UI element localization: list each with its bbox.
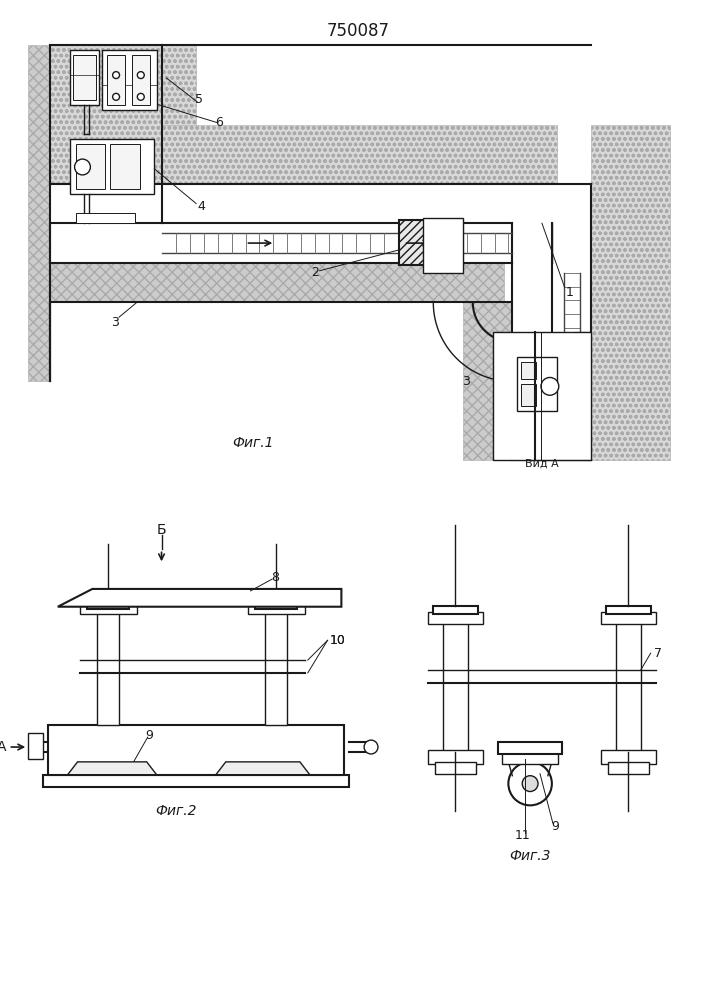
Bar [79,604,137,614]
Text: 750087: 750087 [327,22,390,40]
Bar [503,752,558,764]
Circle shape [137,72,144,79]
Text: 10: 10 [329,634,346,647]
Text: 10: 10 [329,634,346,647]
Bar [608,762,649,774]
Bar [69,50,99,105]
Bar [48,725,344,775]
Polygon shape [216,762,310,775]
Bar [591,125,670,460]
Bar [76,144,105,189]
Polygon shape [68,762,156,775]
Text: Фиг.2: Фиг.2 [156,804,197,818]
Text: Фиг.1: Фиг.1 [233,436,274,450]
Text: 5: 5 [195,93,203,106]
Circle shape [74,159,90,175]
Text: 3: 3 [462,375,470,388]
Bar [443,614,468,752]
Circle shape [508,762,552,805]
Circle shape [112,93,119,100]
Bar [161,125,557,184]
Bar [132,55,150,105]
Bar [43,775,349,787]
Bar [73,55,96,100]
Circle shape [522,776,538,792]
Bar [493,332,510,460]
Bar [247,604,305,614]
Bar [110,144,140,189]
Bar [521,384,536,406]
Bar [428,750,483,764]
Bar [423,218,463,273]
Text: Вид A: Вид A [525,458,559,468]
Bar [103,50,156,110]
Bar [399,220,463,265]
Bar [601,612,655,624]
Bar [606,606,650,614]
Text: 6: 6 [215,116,223,129]
Bar [616,614,641,752]
Circle shape [112,72,119,79]
Bar [265,607,287,725]
Text: 3: 3 [111,316,119,329]
Text: 9: 9 [551,820,559,833]
Text: Б: Б [157,523,166,537]
Text: Фиг.3: Фиг.3 [509,849,551,863]
Polygon shape [58,589,341,607]
Circle shape [541,377,559,395]
Text: 1: 1 [566,286,573,299]
Bar [88,601,129,609]
Text: 2: 2 [311,266,319,279]
Bar [518,357,557,411]
Bar [69,139,153,194]
Bar [463,302,513,460]
Bar [28,45,50,381]
Bar [28,733,43,759]
Text: 8: 8 [271,571,279,584]
Bar [76,213,135,223]
Bar [498,742,562,754]
Bar [493,332,591,460]
Bar [98,607,119,725]
Circle shape [137,93,144,100]
Circle shape [364,740,378,754]
Text: 7: 7 [654,647,662,660]
Text: А: А [0,740,6,754]
Bar [50,263,504,302]
Bar [601,750,655,764]
Bar [428,612,483,624]
Text: 4: 4 [197,200,205,213]
Bar [436,762,476,774]
Bar [573,332,591,460]
Bar [50,45,196,184]
Text: 9: 9 [146,729,153,742]
Bar [433,606,478,614]
Bar [107,55,125,105]
Text: 11: 11 [514,829,530,842]
Bar [255,601,297,609]
Bar [521,362,536,379]
